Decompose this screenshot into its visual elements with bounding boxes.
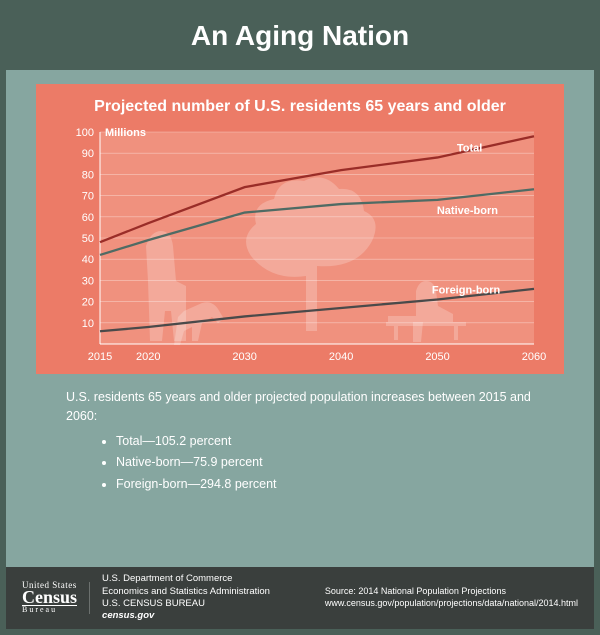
svg-text:Foreign-born: Foreign-born: [432, 284, 501, 296]
logo-main: Census: [22, 587, 77, 607]
census-logo: United States Census Bureau: [22, 582, 90, 614]
summary-list: Total—105.2 percent Native-born—75.9 per…: [66, 432, 534, 494]
svg-text:2030: 2030: [232, 351, 256, 363]
svg-text:80: 80: [82, 169, 94, 181]
svg-text:2015: 2015: [88, 351, 112, 363]
dept-line: census.gov: [102, 610, 270, 622]
footer-source: Source: 2014 National Population Project…: [325, 586, 578, 609]
svg-text:30: 30: [82, 275, 94, 287]
svg-text:2050: 2050: [425, 351, 449, 363]
svg-text:20: 20: [82, 297, 94, 309]
chart-svg: 102030405060708090100Millions20152020203…: [56, 126, 546, 366]
source-line: www.census.gov/population/projections/da…: [325, 598, 578, 610]
svg-text:2060: 2060: [522, 351, 546, 363]
dept-line: U.S. CENSUS BUREAU: [102, 598, 270, 610]
svg-text:100: 100: [76, 127, 94, 139]
list-item: Native-born—75.9 percent: [116, 453, 534, 472]
svg-text:2040: 2040: [329, 351, 353, 363]
svg-text:90: 90: [82, 148, 94, 160]
chart-panel: Projected number of U.S. residents 65 ye…: [36, 84, 564, 374]
dept-line: Economics and Statistics Administration: [102, 586, 270, 598]
body-area: Projected number of U.S. residents 65 ye…: [6, 70, 594, 567]
svg-text:70: 70: [82, 191, 94, 203]
footer-dept: U.S. Department of Commerce Economics an…: [102, 573, 270, 622]
chart-title: Projected number of U.S. residents 65 ye…: [56, 98, 544, 116]
list-item: Total—105.2 percent: [116, 432, 534, 451]
svg-text:2020: 2020: [136, 351, 160, 363]
svg-text:Millions: Millions: [105, 127, 146, 139]
list-item: Foreign-born—294.8 percent: [116, 475, 534, 494]
svg-text:60: 60: [82, 212, 94, 224]
source-line: Source: 2014 National Population Project…: [325, 586, 578, 598]
svg-text:10: 10: [82, 318, 94, 330]
svg-text:40: 40: [82, 254, 94, 266]
summary-lead: U.S. residents 65 years and older projec…: [66, 388, 534, 426]
line-chart: 102030405060708090100Millions20152020203…: [56, 126, 544, 366]
svg-text:50: 50: [82, 233, 94, 245]
footer-bar: United States Census Bureau U.S. Departm…: [6, 567, 594, 629]
svg-text:Native-born: Native-born: [437, 205, 498, 217]
infographic-frame: An Aging Nation Projected number of U.S.…: [0, 0, 600, 635]
page-title: An Aging Nation: [6, 6, 594, 70]
summary-block: U.S. residents 65 years and older projec…: [36, 374, 564, 501]
dept-line: U.S. Department of Commerce: [102, 573, 270, 585]
svg-text:Total: Total: [457, 142, 482, 154]
